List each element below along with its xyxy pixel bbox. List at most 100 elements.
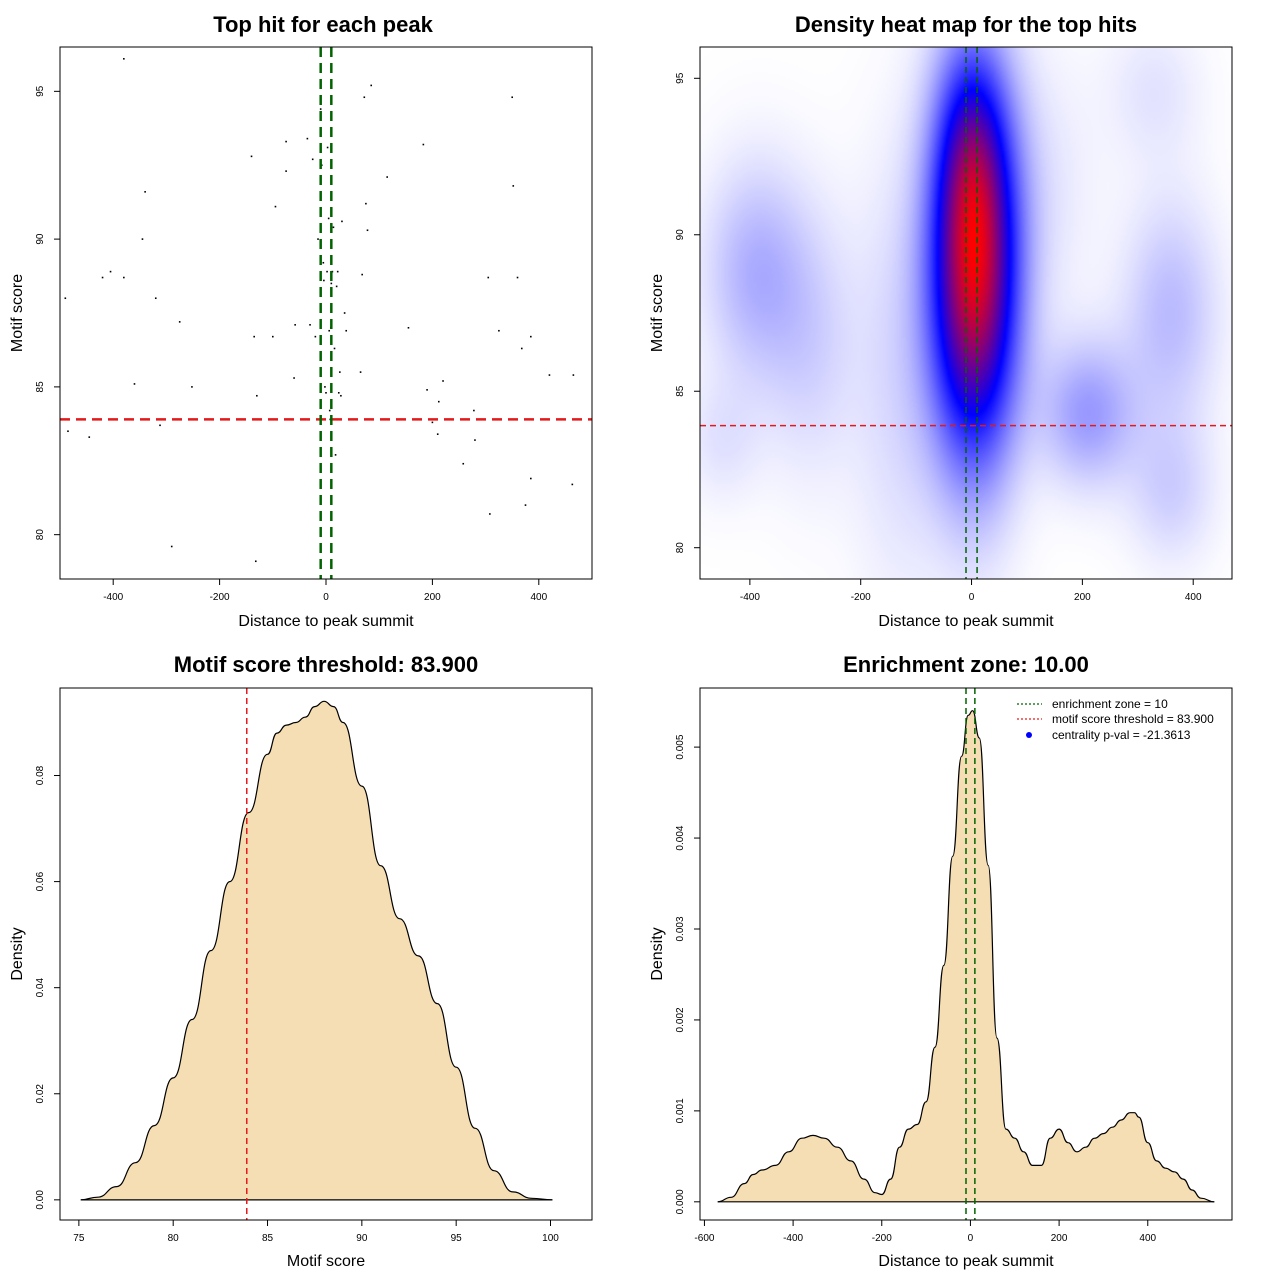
legend: enrichment zone = 10 motif score thresho… xyxy=(1017,697,1214,742)
scatter-point xyxy=(285,170,287,172)
scatter-point xyxy=(498,329,500,332)
scatter-point xyxy=(306,137,309,140)
scatter-point xyxy=(285,140,287,143)
scatter-point xyxy=(361,273,363,276)
distance-density-ylabel: Density xyxy=(649,927,666,980)
scatter-point xyxy=(520,347,523,350)
scatter-point xyxy=(253,335,255,338)
heatmap-x-tick-label: 200 xyxy=(1074,592,1091,603)
scatter-point xyxy=(571,483,574,486)
scatter-point xyxy=(325,392,327,394)
scatter-point xyxy=(333,347,336,350)
scatter-point xyxy=(326,146,329,149)
legend-zone-label: enrichment zone = 10 xyxy=(1052,697,1168,711)
heatmap-y-tick-label: 85 xyxy=(675,385,686,397)
scatter-point xyxy=(88,436,91,438)
heatmap-axes: -400 -200 0 200 400 80 85 90 95 xyxy=(675,72,1202,603)
panel-distance-density: Enrichment zone: 10.00 -600 -400 -200 0 200 4… xyxy=(649,652,1233,1270)
distance-density-y-tick-label: 0.005 xyxy=(675,734,686,759)
score-density-x-tick-label: 95 xyxy=(451,1233,463,1244)
scatter-point xyxy=(326,270,328,273)
scatter-point xyxy=(363,96,366,99)
scatter-point xyxy=(437,400,440,403)
score-density-y-tick-label: 0.04 xyxy=(35,978,46,998)
heatmap-x-tick-label: 0 xyxy=(969,592,975,603)
scatter-point xyxy=(365,202,367,205)
scatter-point xyxy=(309,324,311,326)
distance-density-y-tick-label: 0.002 xyxy=(675,1007,686,1032)
scatter-point xyxy=(191,386,193,388)
scatter-point xyxy=(548,374,551,376)
heatmap-y-tick-label: 90 xyxy=(675,229,686,241)
scatter-ylabel: Motif score xyxy=(9,274,26,352)
scatter-point xyxy=(336,270,339,273)
distance-density-fill xyxy=(717,710,1215,1202)
scatter-point xyxy=(345,329,348,332)
scatter-point xyxy=(474,439,476,441)
scatter-point xyxy=(524,504,527,506)
legend-pval-dot-icon xyxy=(1026,732,1032,738)
score-density-fill xyxy=(80,701,553,1200)
scatter-point xyxy=(109,270,112,273)
scatter-point xyxy=(343,312,346,314)
scatter-point xyxy=(314,335,317,338)
scatter-point xyxy=(340,394,342,397)
distance-density-x-tick-label: -600 xyxy=(694,1233,714,1244)
scatter-point xyxy=(359,371,362,373)
scatter-point xyxy=(386,176,388,178)
scatter-point xyxy=(141,238,144,240)
scatter-reference-lines xyxy=(60,47,592,579)
scatter-point xyxy=(323,279,325,282)
heatmap-y-tick-label: 80 xyxy=(675,542,686,554)
scatter-point xyxy=(274,205,277,208)
scatter-point xyxy=(431,421,434,424)
scatter-point xyxy=(511,96,513,99)
scatter-point xyxy=(123,276,125,279)
scatter-point xyxy=(294,324,296,326)
score-density-x-tick-label: 90 xyxy=(356,1233,368,1244)
scatter-point xyxy=(144,191,146,193)
scatter-point xyxy=(487,276,490,279)
scatter-point xyxy=(341,220,343,223)
scatter-point xyxy=(370,84,373,87)
scatter-point xyxy=(133,383,136,385)
heatmap-x-tick-label: -400 xyxy=(740,592,760,603)
distance-density-y-tick-label: 0.000 xyxy=(675,1189,686,1214)
scatter-points xyxy=(64,58,575,563)
score-density-xlabel: Motif score xyxy=(287,1253,365,1270)
score-density-x-tick-label: 75 xyxy=(73,1233,85,1244)
distance-density-x-tick-label: 200 xyxy=(1051,1233,1068,1244)
distance-density-y-tick-label: 0.004 xyxy=(675,825,686,850)
scatter-point xyxy=(67,430,69,433)
scatter-point xyxy=(317,238,319,240)
scatter-point xyxy=(327,217,330,220)
scatter-point xyxy=(366,229,369,232)
distance-density-title: Enrichment zone: 10.00 xyxy=(843,652,1089,677)
panel-score-density: Motif score threshold: 83.900 75 80 85 90 95… xyxy=(9,652,593,1270)
heatmap-x-tick-label: -200 xyxy=(851,592,871,603)
scatter-x-tick-label: 0 xyxy=(323,592,329,603)
scatter-y-tick-label: 85 xyxy=(35,381,46,393)
scatter-point xyxy=(426,389,428,391)
legend-threshold-label: motif score threshold = 83.900 xyxy=(1052,712,1214,726)
scatter-point xyxy=(322,261,325,264)
scatter-point xyxy=(572,374,575,376)
scatter-point xyxy=(159,424,161,427)
distance-density-x-tick-label: -200 xyxy=(872,1233,892,1244)
scatter-title: Top hit for each peak xyxy=(213,12,433,37)
scatter-point xyxy=(311,158,314,161)
heatmap-xlabel: Distance to peak summit xyxy=(878,613,1054,630)
scatter-xlabel: Distance to peak summit xyxy=(238,613,414,630)
score-density-y-tick-label: 0.02 xyxy=(35,1084,46,1104)
scatter-x-tick-label: -200 xyxy=(210,592,230,603)
scatter-axes: -400 -200 0 200 400 80 85 90 95 xyxy=(35,85,548,603)
heatmap-x-tick-label: 400 xyxy=(1185,592,1202,603)
distance-density-reference-lines xyxy=(965,688,976,1220)
scatter-point xyxy=(330,282,333,285)
scatter-point xyxy=(489,513,491,515)
scatter-point xyxy=(334,454,337,456)
score-density-x-tick-label: 85 xyxy=(262,1233,274,1244)
panel-scatter: Top hit for each peak -400 -200 0 200 400 80 8… xyxy=(9,12,593,630)
scatter-y-tick-label: 95 xyxy=(35,85,46,97)
score-density-title: Motif score threshold: 83.900 xyxy=(174,652,478,677)
